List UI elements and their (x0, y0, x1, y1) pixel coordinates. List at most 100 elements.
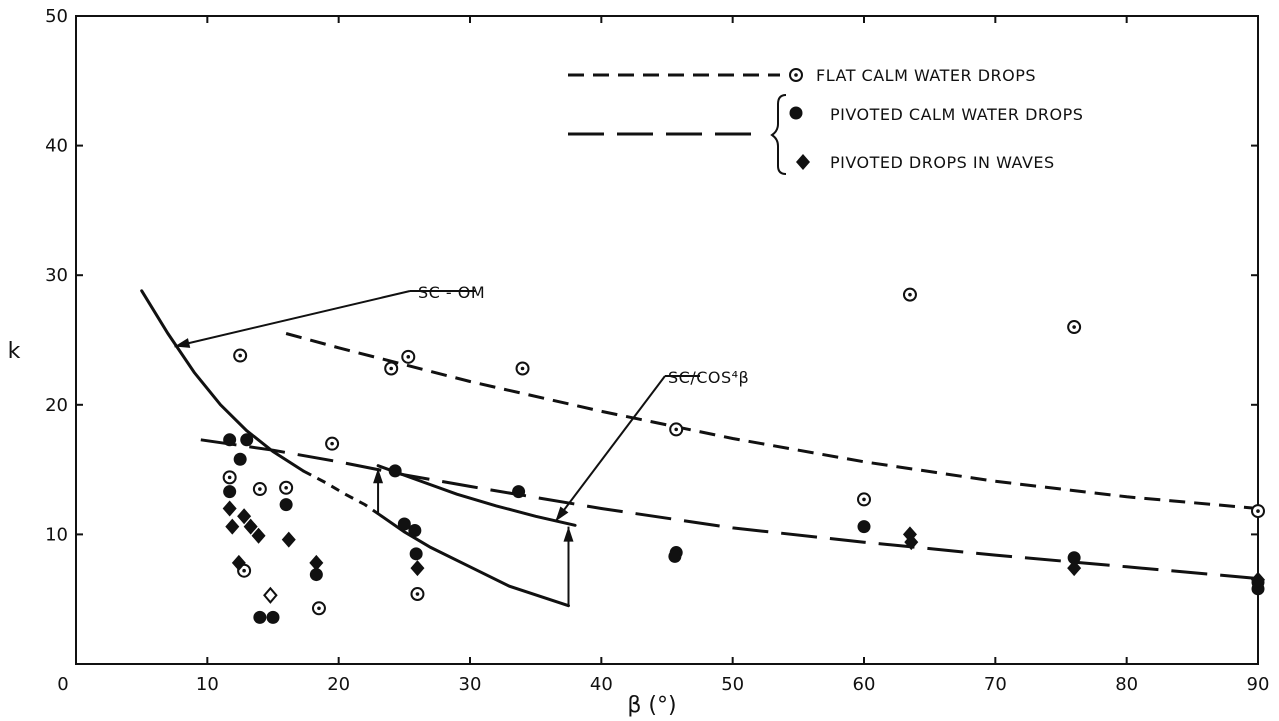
annotation-sc-cos4-arrow-line (554, 375, 666, 523)
x-tick-label: 70 (984, 674, 1007, 695)
data-point-pivoted-calm (789, 106, 803, 120)
data-point-pivoted-waves (231, 554, 246, 571)
data-point-flat (279, 480, 294, 495)
data-point-pivoted-calm (266, 610, 280, 624)
annotation-sc-cos4: SC/COS⁴β (668, 368, 749, 387)
jump-arrow-1-head (373, 468, 384, 484)
annotation-sc-cos4-arrow-head (555, 506, 569, 522)
data-point-flat (252, 482, 267, 497)
marker-dot (238, 353, 242, 358)
data-point-pivoted-calm (223, 433, 237, 447)
data-point-pivoted-waves (904, 534, 919, 551)
data-point-pivoted-waves (243, 518, 258, 535)
legend-label-pivoted-waves: PIVOTED DROPS IN WAVES (830, 153, 1055, 172)
data-point-flat (325, 436, 340, 451)
marker-dot (794, 73, 798, 77)
y-axis-label: k (8, 339, 21, 364)
marker-dot (330, 441, 334, 446)
y-tick-label: 20 (45, 395, 68, 416)
y-tick-label: 30 (45, 265, 68, 286)
x-axis-label: β (°) (627, 693, 676, 718)
data-point-pivoted-waves (237, 508, 252, 525)
data-point-pivoted-calm (1067, 551, 1081, 565)
data-point-pivoted-calm (223, 485, 237, 499)
data-point-pivoted-calm (1251, 582, 1265, 596)
marker-dot (674, 427, 678, 432)
data-point-flat (515, 361, 530, 376)
data-point-pivoted-waves (225, 518, 240, 535)
data-point-pivoted-calm (240, 433, 254, 447)
jump-arrow-2-head (563, 526, 574, 542)
marker-dot (317, 606, 321, 611)
annotation-sc-om: SC - OM (418, 283, 485, 302)
x-tick-label: 90 (1247, 674, 1270, 695)
axes: 0 10 20 30 40 50 60 70 80 90 10 20 30 40 50 (45, 6, 1269, 695)
y-tick-label: 10 (45, 524, 68, 545)
data-point-flat (669, 422, 684, 437)
data-point-flat (233, 348, 248, 363)
x-tick-label: 0 (57, 674, 68, 695)
annotation-sc-om-arrow-line (174, 290, 411, 348)
data-point-pivoted-calm (668, 549, 682, 563)
data-points (222, 287, 1265, 624)
marker-dot (406, 355, 411, 359)
data-point-pivoted-waves (281, 531, 296, 548)
data-point-pivoted-calm (253, 610, 267, 624)
data-point-pivoted-calm (408, 524, 422, 538)
data-point-flat (789, 68, 803, 82)
data-point-pivoted-calm (309, 568, 323, 582)
data-point-pivoted-calm (857, 520, 871, 534)
data-point-pivoted-waves (1067, 560, 1082, 577)
data-point-pivoted-waves (410, 560, 425, 577)
legend-label-pivoted-calm: PIVOTED CALM WATER DROPS (830, 105, 1083, 124)
data-point-pivoted-calm (397, 517, 411, 531)
x-tick-label: 20 (327, 674, 350, 695)
data-point-flat (401, 349, 416, 364)
y-tick-label: 50 (45, 6, 68, 27)
data-point-pivoted-calm (409, 547, 423, 561)
data-point-pivoted-waves (222, 500, 237, 517)
legend-label-flat: FLAT CALM WATER DROPS (816, 66, 1036, 85)
data-point-open-diamond (263, 586, 278, 604)
data-point-pivoted-calm (279, 498, 293, 512)
data-point-pivoted-waves (1251, 571, 1265, 588)
x-tick-label: 80 (1115, 674, 1138, 695)
legend-brace (770, 94, 787, 175)
marker-dot (258, 487, 262, 491)
curve-short-dash (285, 332, 1259, 510)
legend: FLAT CALM WATER DROPS PIVOTED CALM WATER… (568, 66, 1083, 175)
annotations: SC - OM SC/COS⁴β (174, 283, 749, 606)
data-point-pivoted-waves (796, 154, 810, 170)
data-point-flat (222, 470, 237, 485)
marker-dot (389, 366, 394, 371)
data-point-flat (857, 492, 871, 507)
data-point-pivoted-calm (233, 452, 247, 466)
curve-solid (376, 464, 577, 527)
data-point-flat (384, 361, 399, 376)
curve-long-dash (200, 438, 1259, 580)
marker-dot (520, 366, 525, 371)
x-tick-label: 30 (459, 674, 482, 695)
marker-dot (415, 592, 420, 596)
marker-dot (908, 292, 912, 297)
marker-dot (862, 497, 866, 502)
data-point-flat (311, 601, 326, 616)
x-tick-label: 50 (721, 674, 744, 695)
data-point-flat (410, 587, 425, 602)
x-tick-label: 10 (196, 674, 219, 695)
x-tick-label: 40 (590, 674, 613, 695)
marker-dot (1072, 325, 1076, 329)
marker-dot (227, 475, 232, 480)
curve-dashed (302, 469, 379, 515)
curves (140, 289, 1259, 608)
data-point-pivoted-waves (251, 527, 266, 544)
marker-dot (284, 485, 288, 490)
annotation-sc-om-arrow-head (174, 338, 191, 348)
marker-dot (242, 568, 246, 573)
data-point-pivoted-calm (388, 464, 402, 478)
plot-frame (75, 15, 1259, 665)
data-point-flat (902, 287, 917, 302)
marker-dot (1256, 509, 1260, 513)
x-tick-label: 60 (853, 674, 876, 695)
